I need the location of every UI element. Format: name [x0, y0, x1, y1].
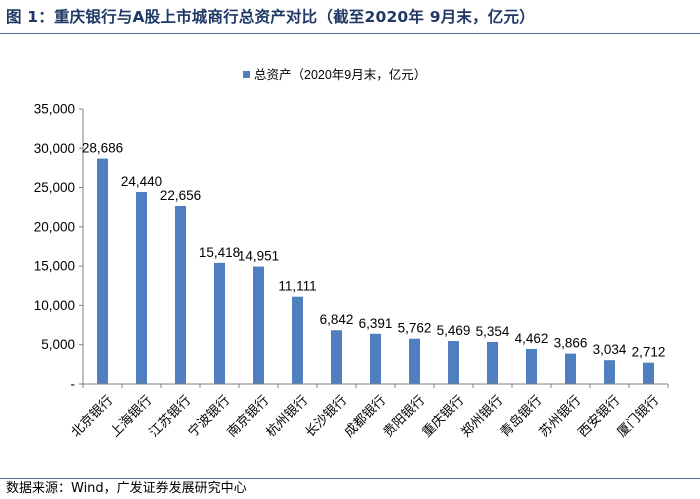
value-label-9: 5,469	[437, 323, 471, 338]
y-tick-label: 30,000	[34, 141, 75, 156]
bar-14	[643, 362, 654, 384]
category-label-9: 重庆银行	[419, 392, 466, 439]
value-label-4: 14,951	[238, 249, 279, 264]
title-rule	[0, 33, 700, 34]
value-label-2: 22,656	[160, 188, 201, 203]
y-tick-label: 5,000	[41, 337, 75, 352]
category-label-7: 成都银行	[341, 392, 388, 439]
value-label-14: 2,712	[632, 345, 666, 360]
bar-0	[97, 158, 108, 384]
y-tick-label: 25,000	[34, 180, 75, 195]
bar-8	[409, 338, 420, 384]
category-label-3: 宁波银行	[185, 392, 232, 439]
category-label-12: 苏州银行	[536, 392, 583, 439]
value-label-12: 3,866	[554, 336, 588, 351]
bar-10	[487, 341, 498, 384]
bar-2	[175, 205, 186, 384]
y-axis: - 5,000 10,000 15,000 20,000 25,000 30,000 35,0…	[34, 102, 84, 392]
category-label-14: 厦门银行	[614, 392, 661, 439]
bar-11	[526, 348, 537, 384]
value-label-0: 28,686	[82, 141, 123, 156]
category-label-8: 贵阳银行	[380, 392, 427, 439]
bar-9	[448, 341, 459, 384]
bar-13	[604, 360, 615, 384]
source-rule	[0, 478, 700, 479]
bar-5	[292, 296, 303, 384]
value-label-5: 11,111	[278, 279, 316, 294]
category-label-2: 江苏银行	[146, 392, 193, 439]
value-label-1: 24,440	[121, 174, 162, 189]
category-label-6: 长沙银行	[302, 392, 349, 439]
bar-3	[214, 262, 225, 384]
category-label-5: 杭州银行	[263, 392, 310, 439]
y-tick-label: 15,000	[34, 259, 75, 274]
bar-6	[331, 330, 342, 384]
figure-title: 图 1：重庆银行与A股上市城商行总资产对比（截至2020年 9月末，亿元）	[6, 8, 535, 26]
value-label-3: 15,418	[199, 245, 240, 260]
category-label-11: 青岛银行	[497, 392, 544, 439]
legend-swatch	[243, 71, 250, 78]
source-note: 数据来源：Wind，广发证券发展研究中心	[6, 481, 247, 496]
value-label-6: 6,842	[320, 312, 354, 327]
bar-12	[565, 353, 576, 384]
bar-7	[370, 333, 381, 384]
value-label-13: 3,034	[593, 342, 627, 357]
bar-4	[253, 266, 264, 384]
category-labels: 北京银行上海银行江苏银行宁波银行南京银行杭州银行长沙银行成都银行贵阳银行重庆银行…	[68, 392, 661, 439]
category-label-10: 郑州银行	[458, 392, 505, 439]
value-label-8: 5,762	[398, 321, 432, 336]
legend: 总资产（2020年9月末，亿元）	[243, 67, 426, 82]
category-label-13: 西安银行	[575, 392, 622, 439]
value-label-10: 5,354	[476, 324, 510, 339]
value-label-11: 4,462	[515, 331, 549, 346]
value-label-7: 6,391	[359, 316, 393, 331]
x-axis	[82, 383, 669, 388]
y-tick-label: 20,000	[34, 219, 75, 234]
category-label-4: 南京银行	[224, 392, 271, 439]
bar-chart: 总资产（2020年9月末，亿元） - 5,000 10,000 15,000 20,00…	[34, 67, 669, 440]
category-label-0: 北京银行	[68, 392, 115, 439]
category-label-1: 上海银行	[107, 392, 154, 439]
bar-1	[136, 191, 147, 384]
y-tick-label: -	[71, 377, 76, 392]
y-tick-label: 35,000	[34, 102, 75, 117]
legend-label: 总资产（2020年9月末，亿元）	[254, 67, 426, 82]
bars	[97, 158, 654, 384]
y-tick-label: 10,000	[34, 298, 75, 313]
